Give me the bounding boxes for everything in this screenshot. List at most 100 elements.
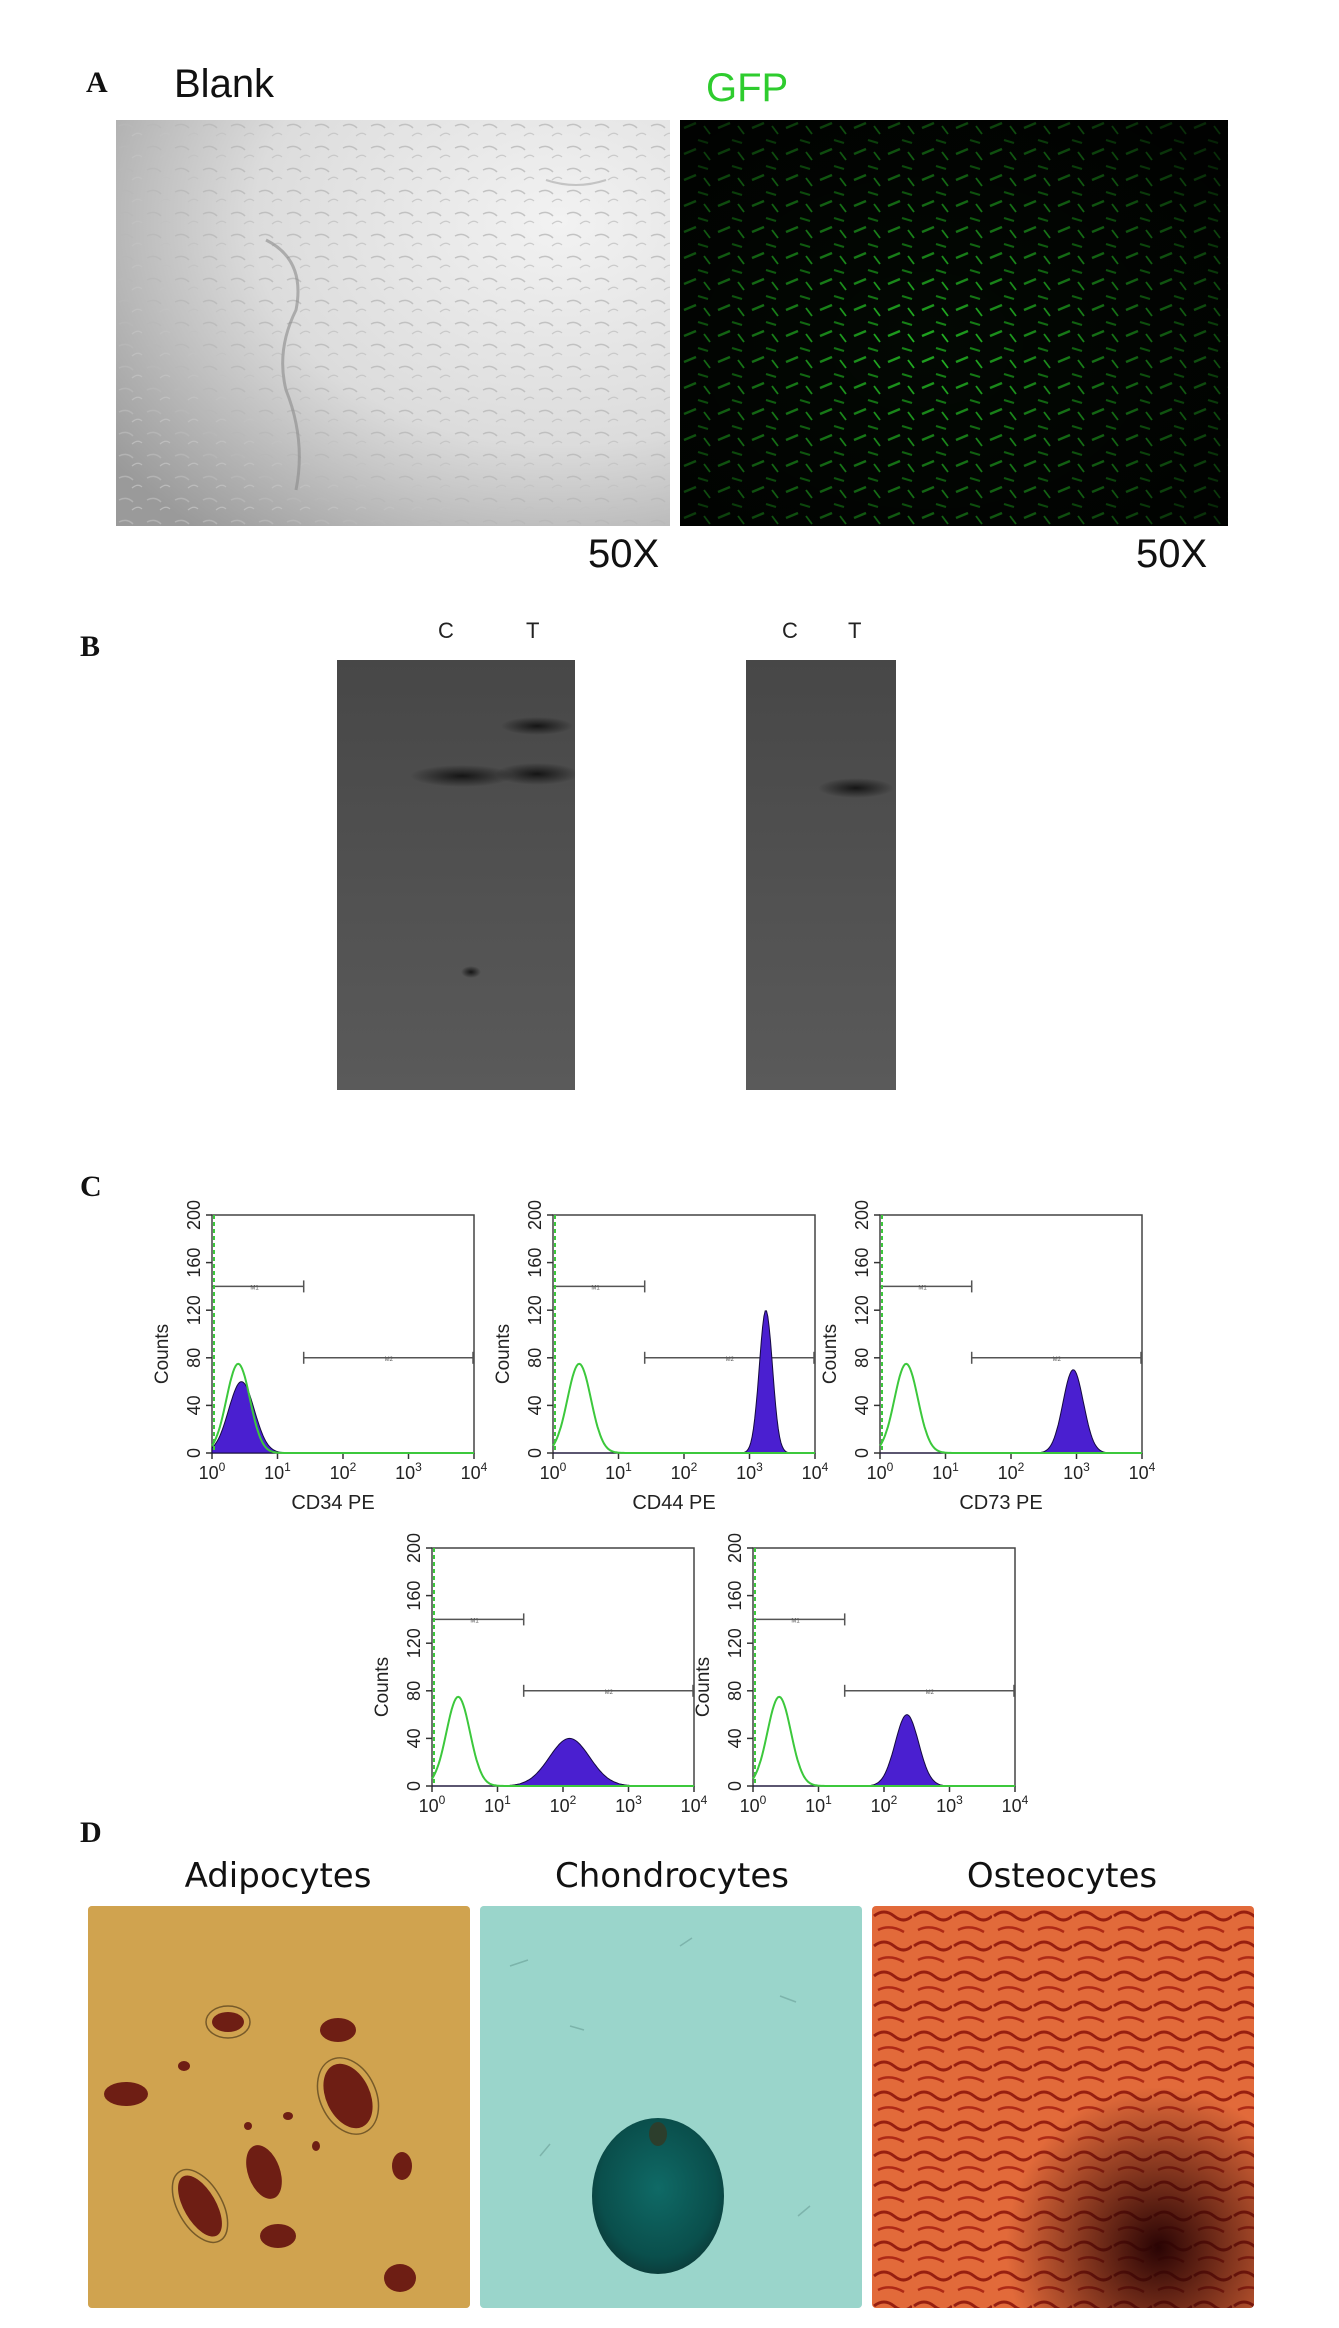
hist-3-ytick-label-0: 0 bbox=[404, 1781, 424, 1791]
hist-3-ytick-label-5: 200 bbox=[404, 1533, 424, 1563]
hist-3-xtick-label-2: 102 bbox=[550, 1793, 577, 1816]
hist-2-xtick-label-1: 101 bbox=[932, 1460, 959, 1483]
hist-0-xtick-label-0: 100 bbox=[199, 1460, 226, 1483]
hist-1-ytick-label-2: 80 bbox=[525, 1348, 545, 1368]
hist-4-xtick-label-4: 104 bbox=[1002, 1793, 1029, 1816]
blank-micrograph bbox=[116, 120, 670, 526]
hist-2-xtick-label-2: 102 bbox=[998, 1460, 1025, 1483]
hist-2-ytick-label-5: 200 bbox=[852, 1200, 872, 1230]
hist-0-xtick-label-3: 103 bbox=[395, 1460, 422, 1483]
hist-4-xtick-label-3: 103 bbox=[936, 1793, 963, 1816]
hist-1-ytick-label-0: 0 bbox=[525, 1448, 545, 1458]
hist-3-gate-m2-label: M2 bbox=[605, 1690, 614, 1696]
hist-2-ytick-label-4: 160 bbox=[852, 1248, 872, 1278]
hist-1-control-histogram bbox=[552, 1362, 815, 1454]
adipocytes-image bbox=[88, 1906, 470, 2308]
hist-1-xtick-label-1: 101 bbox=[605, 1460, 632, 1483]
hist-2-gate-m1-label: M1 bbox=[918, 1285, 927, 1291]
hist-3-ylabel: Counts bbox=[372, 1657, 393, 1717]
hist-0-xlabel: CD34 PE bbox=[291, 1492, 374, 1514]
hist-0-ytick-label-5: 200 bbox=[184, 1200, 204, 1230]
hist-4-control-histogram bbox=[752, 1695, 1015, 1787]
hist-3-xtick-label-1: 101 bbox=[484, 1793, 511, 1816]
chondrocytes-graphic bbox=[480, 1906, 862, 2308]
western-blot-2 bbox=[746, 660, 896, 1090]
hist-2-frame bbox=[879, 1214, 1143, 1454]
hist-0-ytick-label-4: 160 bbox=[184, 1248, 204, 1278]
hist-1-ytick-label-4: 160 bbox=[525, 1248, 545, 1278]
hist-4-gate-m1-label: M1 bbox=[791, 1618, 800, 1624]
hist-1-ylabel: Counts bbox=[493, 1324, 514, 1384]
hist-1-xtick-label-2: 102 bbox=[671, 1460, 698, 1483]
blank-micrograph-graphic bbox=[116, 120, 670, 526]
western-blot-2-graphic bbox=[746, 660, 896, 1090]
blot2-lane-t: T bbox=[848, 618, 862, 643]
hist-1-xlabel: CD44 PE bbox=[632, 1492, 715, 1514]
hist-0-xtick-label-2: 102 bbox=[330, 1460, 357, 1483]
adipocytes-title: Adipocytes bbox=[184, 1856, 372, 1896]
gfp-micrograph-graphic bbox=[680, 120, 1228, 526]
hist-1-ytick-label-5: 200 bbox=[525, 1200, 545, 1230]
flow-cytometry-figure: 0 40 80 120 160 200 Counts 100 101 102 103 104 CD34 … bbox=[152, 1200, 1156, 1816]
hist-4-ytick-label-5: 200 bbox=[725, 1533, 745, 1563]
hist-4-ylabel: Counts bbox=[693, 1657, 714, 1717]
blank-title: Blank bbox=[174, 62, 275, 106]
hist-4-xtick-label-0: 100 bbox=[740, 1793, 767, 1816]
hist-4-xtick-label-1: 101 bbox=[805, 1793, 832, 1816]
gfp-micrograph bbox=[680, 120, 1228, 526]
hist-3-xtick-label-3: 103 bbox=[615, 1793, 642, 1816]
hist-0-gate-m2-label: M2 bbox=[385, 1357, 394, 1363]
panel-letter-c: C bbox=[80, 1170, 102, 1203]
hist-0-xtick-label-4: 104 bbox=[461, 1460, 488, 1483]
blot2-lane-c: C bbox=[782, 618, 798, 643]
gfp-title: GFP bbox=[706, 66, 789, 110]
hist-2-ytick-label-2: 80 bbox=[852, 1348, 872, 1368]
hist-2-xlabel: CD73 PE bbox=[959, 1492, 1042, 1514]
hist-3-ytick-label-4: 160 bbox=[404, 1581, 424, 1611]
blank-magnification: 50X bbox=[588, 532, 660, 576]
hist-2-ytick-label-3: 120 bbox=[852, 1295, 872, 1325]
hist-3-xtick-label-4: 104 bbox=[681, 1793, 708, 1816]
hist-2-xtick-label-3: 103 bbox=[1063, 1460, 1090, 1483]
hist-1-xtick-label-3: 103 bbox=[736, 1460, 763, 1483]
hist-1-xtick-label-0: 100 bbox=[540, 1460, 567, 1483]
osteocytes-graphic bbox=[872, 1906, 1254, 2308]
hist-0-xtick-label-1: 101 bbox=[264, 1460, 291, 1483]
hist-1-gate-m2-label: M2 bbox=[726, 1357, 735, 1363]
hist-4-frame bbox=[752, 1547, 1016, 1787]
panel-letter-b: B bbox=[80, 630, 101, 663]
hist-0-ytick-label-3: 120 bbox=[184, 1295, 204, 1325]
chondrocytes-title: Chondrocytes bbox=[554, 1856, 790, 1896]
hist-4-ytick-label-1: 40 bbox=[725, 1728, 745, 1748]
western-blot-1 bbox=[337, 660, 575, 1090]
panel-letter-d: D bbox=[80, 1816, 102, 1849]
hist-1-xtick-label-4: 104 bbox=[802, 1460, 829, 1483]
hist-4-ytick-label-4: 160 bbox=[725, 1581, 745, 1611]
osteocytes-image bbox=[872, 1906, 1254, 2308]
hist-0-ytick-label-1: 40 bbox=[184, 1395, 204, 1415]
hist-3-xtick-label-0: 100 bbox=[419, 1793, 446, 1816]
hist-1-ytick-label-1: 40 bbox=[525, 1395, 545, 1415]
hist-0-ytick-label-0: 0 bbox=[184, 1448, 204, 1458]
chondrocytes-image bbox=[480, 1906, 862, 2308]
hist-2-ylabel: Counts bbox=[820, 1324, 841, 1384]
hist-2-gate-m2-label: M2 bbox=[1053, 1357, 1062, 1363]
gfp-magnification: 50X bbox=[1136, 532, 1208, 576]
blot1-lane-c: C bbox=[438, 618, 454, 643]
hist-1-gate-m1-label: M1 bbox=[591, 1285, 600, 1291]
hist-4-ytick-label-2: 80 bbox=[725, 1681, 745, 1701]
hist-3-ytick-label-2: 80 bbox=[404, 1681, 424, 1701]
panel-letter-a: A bbox=[86, 66, 108, 99]
hist-1-ytick-label-3: 120 bbox=[525, 1295, 545, 1325]
hist-2-xtick-label-4: 104 bbox=[1129, 1460, 1156, 1483]
hist-4-xtick-label-2: 102 bbox=[871, 1793, 898, 1816]
hist-3-ytick-label-3: 120 bbox=[404, 1628, 424, 1658]
hist-3-ytick-label-1: 40 bbox=[404, 1728, 424, 1748]
hist-4-ytick-label-0: 0 bbox=[725, 1781, 745, 1791]
hist-0-control-histogram bbox=[211, 1362, 474, 1454]
hist-2-xtick-label-0: 100 bbox=[867, 1460, 894, 1483]
hist-4-ytick-label-3: 120 bbox=[725, 1628, 745, 1658]
western-blot-1-graphic bbox=[337, 660, 575, 1090]
hist-0-ylabel: Counts bbox=[152, 1324, 173, 1384]
hist-4-gate-m2-label: M2 bbox=[926, 1690, 935, 1696]
